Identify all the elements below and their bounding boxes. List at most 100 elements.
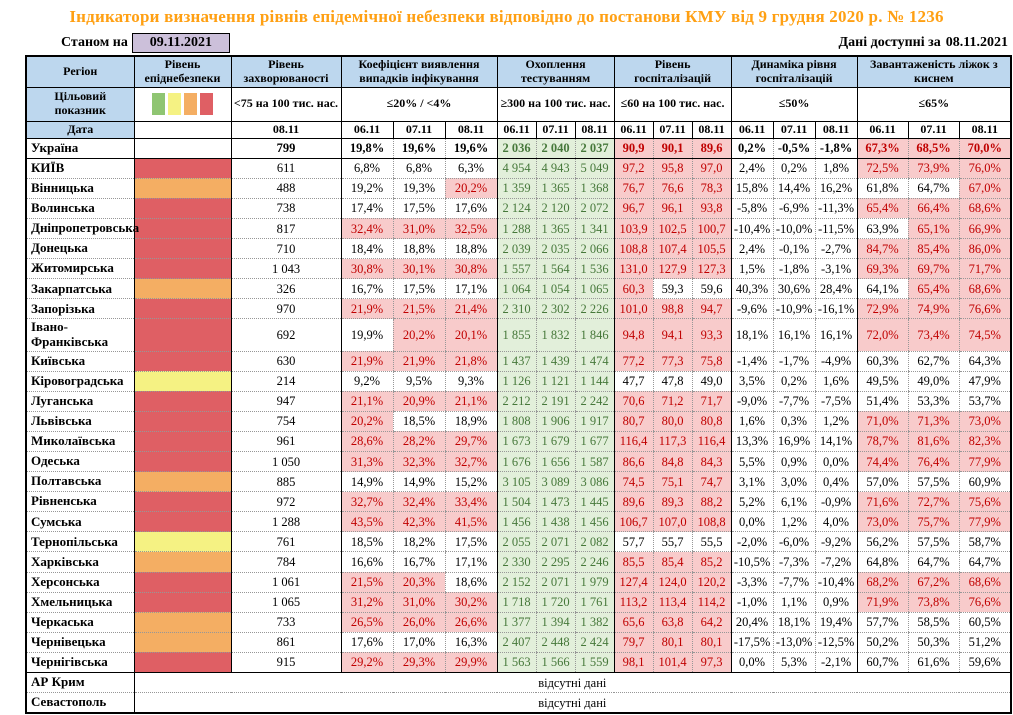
detection-cell: 18,5%	[392, 410, 445, 432]
date-danger-empty-cell	[133, 120, 232, 139]
dynamics-cell: -13,0%	[772, 631, 816, 653]
incidence-cell: 784	[230, 551, 341, 573]
hospitalization-cell: 94,1	[652, 318, 693, 352]
testing-cell: 2 226	[574, 298, 615, 320]
testing-cell: 2 036	[496, 137, 537, 159]
beds-cell: 65,4%	[856, 197, 909, 219]
beds-cell: 73,9%	[907, 157, 960, 179]
dynamics-cell: 30,6%	[772, 278, 816, 300]
hospitalization-cell: 113,2	[613, 591, 654, 613]
beds-cell: 71,9%	[856, 591, 909, 613]
region-cell: Севастополь	[26, 692, 134, 714]
col-header-danger-level: Рівень епіднебезпеки	[133, 55, 232, 88]
danger-level-swatch	[152, 93, 165, 116]
table-row: Волинська 738 17,4% 17,5% 17,6% 2 124 2 120 2 0…	[26, 197, 1012, 219]
danger-level-cell	[133, 531, 231, 553]
region-cell: Миколаївська	[26, 430, 134, 453]
detection-cell: 20,3%	[392, 571, 445, 593]
testing-cell: 1 365	[535, 217, 576, 240]
incidence-cell: 738	[230, 197, 341, 219]
target-detection: ≤20% / <4%	[340, 86, 498, 122]
region-cell: Львівська	[26, 410, 134, 432]
dynamics-cell: -9,6%	[730, 298, 774, 320]
detection-cell: 31,0%	[392, 217, 445, 240]
danger-level-swatch	[168, 93, 181, 116]
testing-cell: 5 049	[574, 157, 615, 179]
col-header-region: Регіон	[25, 55, 135, 88]
date-cell: 07.11	[535, 120, 576, 139]
region-cell: Чернігівська	[26, 651, 134, 674]
testing-cell: 1 536	[574, 258, 615, 280]
detection-cell: 33,4%	[444, 491, 498, 513]
detection-cell: 21,9%	[392, 350, 445, 372]
table-row: Хмельницька 1 065 31,2% 31,0% 30,2% 1 718 1 72…	[26, 591, 1012, 613]
testing-cell: 1 564	[535, 258, 576, 280]
danger-level-cell	[133, 137, 231, 159]
hospitalization-cell: 117,3	[652, 430, 693, 453]
danger-level-cell	[133, 430, 231, 453]
testing-cell: 2 330	[496, 551, 537, 573]
region-cell: Вінницька	[26, 177, 134, 199]
as-of-date-box: 09.11.2021	[131, 33, 230, 53]
danger-level-cell	[133, 350, 231, 372]
testing-cell: 1 832	[535, 318, 576, 352]
region-cell: АР Крим	[26, 672, 134, 694]
dynamics-cell: 0,3%	[772, 410, 816, 432]
dynamics-cell: -9,2%	[814, 531, 858, 553]
detection-cell: 16,6%	[340, 551, 393, 573]
dynamics-cell: -2,1%	[814, 651, 858, 674]
incidence-cell: 710	[230, 238, 341, 260]
hospitalization-cell: 80,8	[691, 410, 732, 432]
date-cell: 08.11	[230, 120, 342, 139]
dynamics-cell: 13,3%	[730, 430, 774, 453]
incidence-cell: 961	[230, 430, 341, 453]
dynamics-cell: -11,3%	[814, 197, 858, 219]
col-group-incidence: Рівень захворюваності	[230, 55, 342, 88]
hospitalization-cell: 96,7	[613, 197, 654, 219]
dynamics-cell: 0,0%	[730, 651, 774, 674]
testing-cell: 3 089	[535, 471, 576, 493]
detection-cell: 31,2%	[340, 591, 393, 613]
region-cell: Полтавська	[26, 471, 134, 493]
detection-cell: 20,1%	[444, 318, 498, 352]
testing-cell: 2 039	[496, 238, 537, 260]
beds-cell: 78,7%	[856, 430, 909, 453]
detection-cell: 30,8%	[340, 258, 393, 280]
hospitalization-cell: 97,2	[613, 157, 654, 179]
hospitalization-cell: 101,0	[613, 298, 654, 320]
danger-level-cell	[133, 217, 231, 240]
danger-level-cell	[133, 511, 231, 533]
hospitalization-cell: 124,0	[652, 571, 693, 593]
region-cell: Сумська	[26, 511, 134, 533]
table-row: Миколаївська 961 28,6% 28,2% 29,7% 1 673 1 679…	[26, 430, 1012, 453]
dynamics-cell: 3,5%	[730, 370, 774, 392]
table-row: Житомирська 1 043 30,8% 30,1% 30,8% 1 557 1 56…	[26, 258, 1012, 280]
danger-level-cell	[133, 551, 231, 573]
table-row: Вінницька 488 19,2% 19,3% 20,2% 1 359 1 365 1 3…	[26, 177, 1012, 199]
dynamics-cell: -7,5%	[814, 390, 858, 412]
incidence-cell: 692	[230, 318, 341, 352]
col-group-detection: Коефіцієнт виявлення випадків інфікуванн…	[340, 55, 498, 88]
beds-cell: 59,6%	[958, 651, 1012, 674]
detection-cell: 17,1%	[444, 551, 498, 573]
beds-cell: 72,9%	[856, 298, 909, 320]
beds-cell: 64,7%	[907, 177, 960, 199]
beds-cell: 76,4%	[907, 450, 960, 473]
region-cell: Волинська	[26, 197, 134, 219]
testing-cell: 2 191	[535, 390, 576, 412]
detection-cell: 21,4%	[444, 298, 498, 320]
hospitalization-cell: 98,8	[652, 298, 693, 320]
region-cell: Житомирська	[26, 258, 134, 280]
testing-cell: 1 456	[496, 511, 537, 533]
hospitalization-cell: 95,8	[652, 157, 693, 179]
dynamics-cell: 14,4%	[772, 177, 816, 199]
dynamics-cell: 1,8%	[814, 157, 858, 179]
table-row: Луганська 947 21,1% 20,9% 21,1% 2 212 2 191 2 2…	[26, 390, 1012, 412]
dynamics-cell: 6,1%	[772, 491, 816, 513]
hospitalization-cell: 55,7	[652, 531, 693, 553]
beds-cell: 67,3%	[856, 137, 909, 159]
table-row: Чернівецька 861 17,6% 17,0% 16,3% 2 407 2 448 2…	[26, 631, 1012, 653]
hospitalization-cell: 75,1	[652, 471, 693, 493]
date-cell: 06.11	[613, 120, 654, 139]
col-group-hospitalization-dynamics: Динаміка рівня госпіталізацій	[730, 55, 858, 88]
